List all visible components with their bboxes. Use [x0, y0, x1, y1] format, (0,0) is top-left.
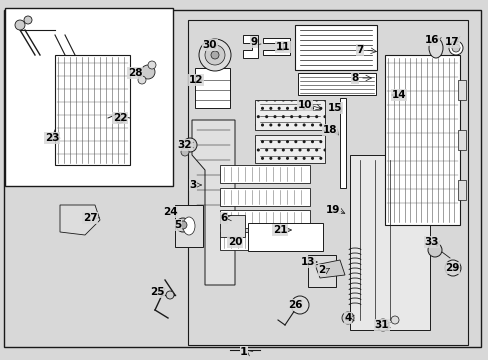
Bar [294, 25, 376, 70]
Circle shape [376, 319, 388, 331]
Circle shape [290, 296, 308, 314]
Bar [384, 55, 459, 225]
Bar [297, 73, 375, 95]
Text: 10: 10 [297, 100, 312, 110]
Text: 29: 29 [444, 263, 458, 273]
Circle shape [183, 138, 197, 152]
Text: 30: 30 [203, 40, 217, 50]
Text: 17: 17 [444, 37, 458, 47]
Bar [307, 255, 335, 287]
Text: 27: 27 [82, 213, 97, 223]
Circle shape [181, 148, 189, 156]
Circle shape [451, 44, 459, 52]
Bar [220, 188, 309, 206]
Polygon shape [60, 205, 100, 235]
Circle shape [179, 221, 186, 229]
Bar [220, 215, 244, 237]
Bar [349, 155, 429, 330]
Polygon shape [243, 35, 258, 58]
Text: 13: 13 [300, 257, 315, 267]
Text: 4: 4 [344, 313, 351, 323]
Circle shape [448, 41, 462, 55]
Circle shape [444, 260, 460, 276]
Circle shape [390, 316, 398, 324]
Text: 28: 28 [127, 68, 142, 78]
Text: 11: 11 [275, 42, 290, 52]
Circle shape [138, 76, 146, 84]
Circle shape [176, 218, 190, 232]
Text: 25: 25 [149, 287, 164, 297]
Text: 23: 23 [45, 133, 59, 143]
Text: 19: 19 [325, 205, 340, 215]
Circle shape [341, 312, 353, 324]
Text: 18: 18 [322, 125, 337, 135]
Text: 21: 21 [272, 225, 286, 235]
Circle shape [165, 291, 174, 299]
Bar [187, 20, 467, 345]
Text: 20: 20 [227, 237, 242, 247]
Bar [55, 55, 130, 165]
Text: 5: 5 [174, 220, 181, 230]
Polygon shape [263, 38, 289, 55]
Text: 8: 8 [351, 73, 358, 83]
Ellipse shape [428, 38, 442, 58]
Circle shape [141, 65, 155, 79]
Bar [5, 8, 173, 186]
Bar [457, 130, 465, 150]
Text: 6: 6 [220, 213, 227, 223]
Bar [220, 165, 309, 183]
Circle shape [210, 51, 219, 59]
Circle shape [24, 16, 32, 24]
Text: 15: 15 [327, 103, 342, 113]
Circle shape [148, 61, 156, 69]
Text: 14: 14 [391, 90, 406, 100]
Bar [220, 232, 309, 250]
Text: 33: 33 [424, 237, 438, 247]
Circle shape [345, 315, 350, 321]
Circle shape [427, 243, 441, 257]
Text: 26: 26 [287, 300, 302, 310]
Text: 16: 16 [424, 35, 438, 45]
Bar [457, 80, 465, 100]
Text: 22: 22 [113, 113, 127, 123]
Bar [195, 68, 229, 108]
Polygon shape [192, 120, 235, 285]
Bar [339, 98, 346, 188]
Bar [254, 135, 325, 163]
Ellipse shape [183, 217, 195, 235]
Text: 24: 24 [163, 207, 177, 217]
Text: 3: 3 [189, 180, 196, 190]
Text: 1: 1 [240, 347, 247, 357]
Text: 31: 31 [374, 320, 388, 330]
Bar [457, 180, 465, 200]
Bar [220, 210, 309, 228]
Bar [175, 205, 203, 247]
Text: 32: 32 [177, 140, 192, 150]
Circle shape [115, 113, 125, 123]
Polygon shape [314, 260, 345, 278]
Bar [247, 223, 323, 251]
Text: 1: 1 [240, 347, 247, 357]
Circle shape [199, 39, 230, 71]
Circle shape [15, 20, 25, 30]
Text: 7: 7 [356, 45, 363, 55]
Text: 2: 2 [318, 265, 325, 275]
Bar [254, 100, 325, 130]
Circle shape [204, 45, 224, 65]
Text: 9: 9 [250, 37, 257, 47]
Text: 12: 12 [188, 75, 203, 85]
